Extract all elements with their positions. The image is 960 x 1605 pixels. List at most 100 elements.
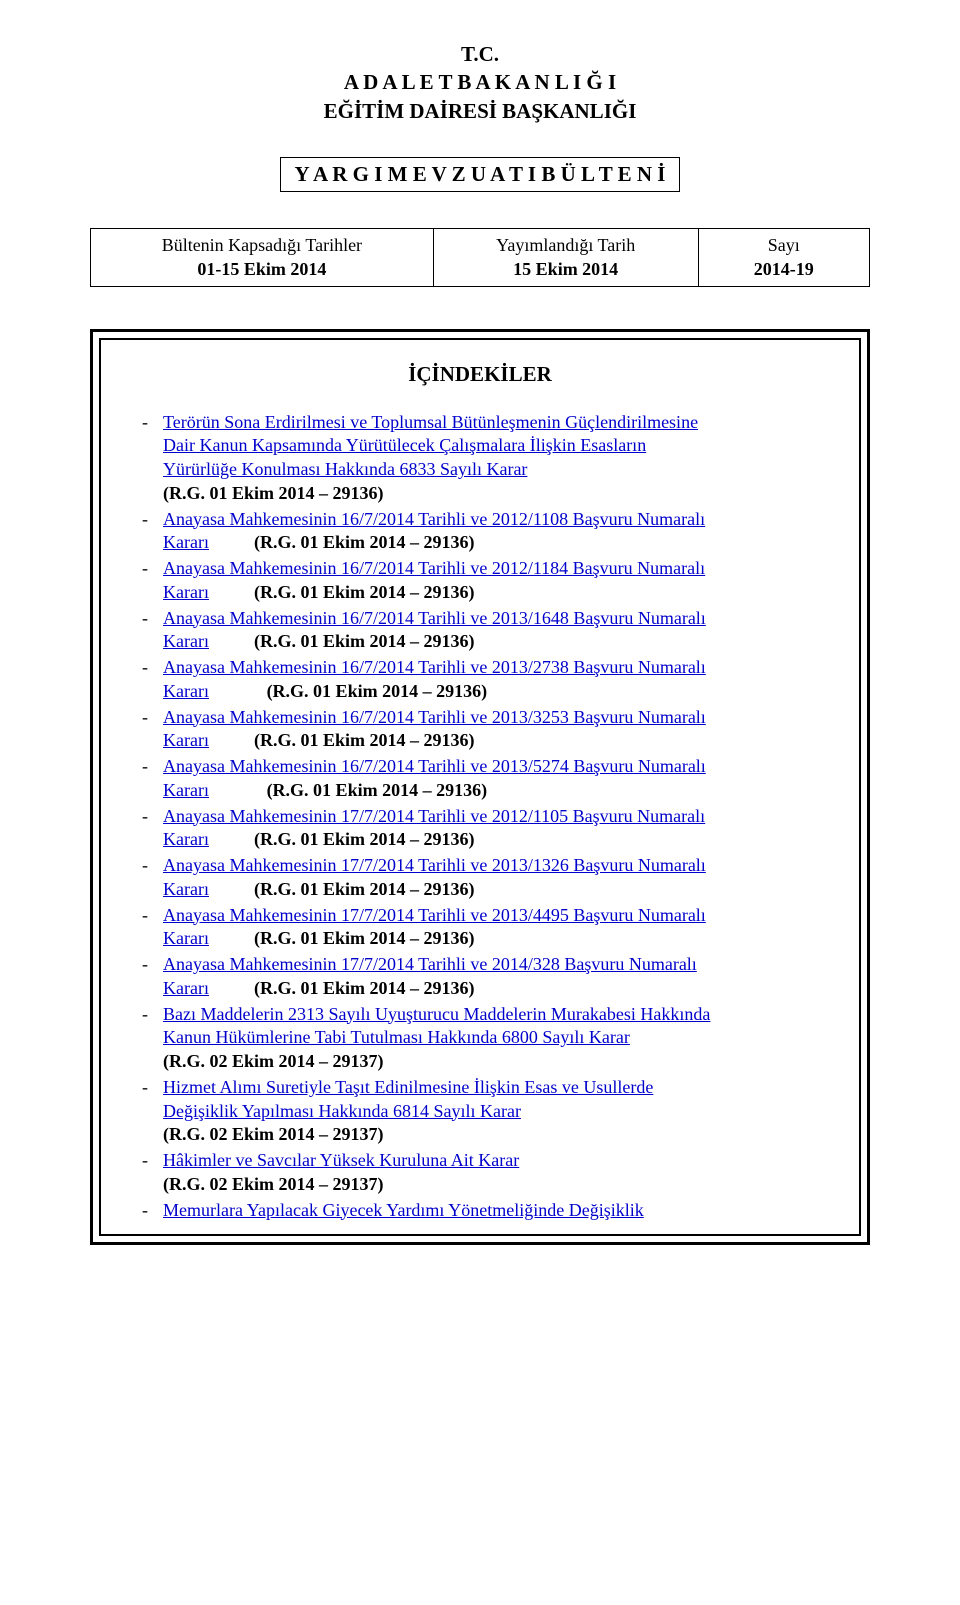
dash: - — [127, 805, 163, 829]
reference: (R.G. 01 Ekim 2014 – 29136) — [254, 879, 475, 899]
reference: (R.G. 01 Ekim 2014 – 29136) — [254, 582, 475, 602]
toc-item: -Anayasa Mahkemesinin 16/7/2014 Tarihli … — [127, 508, 833, 556]
dash: - — [127, 706, 163, 730]
cell-text: 01-15 Ekim 2014 — [197, 259, 326, 279]
info-table: Bültenin Kapsadığı Tarihler 01-15 Ekim 2… — [90, 228, 870, 287]
reference: (R.G. 02 Ekim 2014 – 29137) — [163, 1124, 384, 1144]
toc-item: -Anayasa Mahkemesinin 17/7/2014 Tarihli … — [127, 904, 833, 952]
toc-item: -Anayasa Mahkemesinin 16/7/2014 Tarihli … — [127, 755, 833, 803]
toc-link[interactable]: Anayasa Mahkemesinin 17/7/2014 Tarihli v… — [163, 905, 706, 925]
info-cell-coverage: Bültenin Kapsadığı Tarihler 01-15 Ekim 2… — [91, 229, 434, 287]
dash: - — [127, 411, 163, 435]
toc-entry: Anayasa Mahkemesinin 17/7/2014 Tarihli v… — [163, 854, 833, 902]
toc-link[interactable]: Değişiklik Yapılması Hakkında 6814 Sayıl… — [163, 1101, 521, 1121]
cell-text: Bültenin Kapsadığı Tarihler — [162, 235, 362, 255]
toc-link[interactable]: Kararı — [163, 879, 209, 899]
toc-link[interactable]: Kararı — [163, 978, 209, 998]
reference: (R.G. 02 Ekim 2014 – 29137) — [163, 1174, 384, 1194]
reference: (R.G. 01 Ekim 2014 – 29136) — [254, 928, 475, 948]
toc-link[interactable]: Dair Kanun Kapsamında Yürütülecek Çalışm… — [163, 435, 646, 455]
dash: - — [127, 953, 163, 977]
toc-link[interactable]: Kararı — [163, 780, 209, 800]
toc-link[interactable]: Anayasa Mahkemesinin 16/7/2014 Tarihli v… — [163, 558, 705, 578]
toc-link[interactable]: Kanun Hükümlerine Tabi Tutulması Hakkınd… — [163, 1027, 630, 1047]
toc-entry: Hâkimler ve Savcılar Yüksek Kuruluna Ait… — [163, 1149, 833, 1197]
toc-link[interactable]: Kararı — [163, 730, 209, 750]
dash: - — [127, 1199, 163, 1223]
header-line-3: EĞİTİM DAİRESİ BAŞKANLIĞI — [90, 97, 870, 125]
toc-entry: Anayasa Mahkemesinin 16/7/2014 Tarihli v… — [163, 706, 833, 754]
reference: (R.G. 01 Ekim 2014 – 29136) — [267, 681, 488, 701]
reference: (R.G. 01 Ekim 2014 – 29136) — [163, 483, 384, 503]
toc-link[interactable]: Anayasa Mahkemesinin 17/7/2014 Tarihli v… — [163, 954, 697, 974]
toc-link[interactable]: Hizmet Alımı Suretiyle Taşıt Edinilmesin… — [163, 1077, 653, 1097]
toc-link[interactable]: Anayasa Mahkemesinin 16/7/2014 Tarihli v… — [163, 608, 706, 628]
toc-link[interactable]: Anayasa Mahkemesinin 16/7/2014 Tarihli v… — [163, 756, 706, 776]
toc-entry: Bazı Maddelerin 2313 Sayılı Uyuşturucu M… — [163, 1003, 833, 1074]
cell-text: Yayımlandığı Tarih — [496, 235, 635, 255]
toc-entry: Anayasa Mahkemesinin 17/7/2014 Tarihli v… — [163, 953, 833, 1001]
toc-entry: Memurlara Yapılacak Giyecek Yardımı Yöne… — [163, 1199, 833, 1223]
toc-entry: Terörün Sona Erdirilmesi ve Toplumsal Bü… — [163, 411, 833, 506]
header-line-1: T.C. — [90, 40, 870, 68]
dash: - — [127, 656, 163, 680]
cell-text: Sayı — [768, 235, 800, 255]
toc-item: -Anayasa Mahkemesinin 17/7/2014 Tarihli … — [127, 953, 833, 1001]
reference: (R.G. 01 Ekim 2014 – 29136) — [254, 532, 475, 552]
toc-link[interactable]: Kararı — [163, 829, 209, 849]
toc-link[interactable]: Kararı — [163, 631, 209, 651]
toc-item: -Memurlara Yapılacak Giyecek Yardımı Yön… — [127, 1199, 833, 1223]
toc-entry: Anayasa Mahkemesinin 16/7/2014 Tarihli v… — [163, 755, 833, 803]
title-row: Y A R G I M E V Z U A T I B Ü L T E N İ — [90, 157, 870, 210]
toc-item: -Anayasa Mahkemesinin 17/7/2014 Tarihli … — [127, 854, 833, 902]
toc-link[interactable]: Kararı — [163, 582, 209, 602]
contents-outer-box: İÇİNDEKİLER -Terörün Sona Erdirilmesi ve… — [90, 329, 870, 1246]
toc-link[interactable]: Memurlara Yapılacak Giyecek Yardımı Yöne… — [163, 1200, 644, 1220]
toc-item: -Anayasa Mahkemesinin 16/7/2014 Tarihli … — [127, 656, 833, 704]
toc-link[interactable]: Anayasa Mahkemesinin 16/7/2014 Tarihli v… — [163, 509, 705, 529]
toc-link[interactable]: Terörün Sona Erdirilmesi ve Toplumsal Bü… — [163, 412, 698, 432]
reference: (R.G. 01 Ekim 2014 – 29136) — [254, 978, 475, 998]
toc-entry: Anayasa Mahkemesinin 16/7/2014 Tarihli v… — [163, 508, 833, 556]
contents-inner-box: İÇİNDEKİLER -Terörün Sona Erdirilmesi ve… — [99, 338, 861, 1237]
header-line-2: A D A L E T B A K A N L I Ğ I — [90, 68, 870, 96]
toc-item: -Anayasa Mahkemesinin 17/7/2014 Tarihli … — [127, 805, 833, 853]
reference: (R.G. 01 Ekim 2014 – 29136) — [254, 631, 475, 651]
reference: (R.G. 01 Ekim 2014 – 29136) — [254, 730, 475, 750]
toc-link[interactable]: Kararı — [163, 681, 209, 701]
toc-link[interactable]: Kararı — [163, 532, 209, 552]
dash: - — [127, 557, 163, 581]
toc-item: -Hâkimler ve Savcılar Yüksek Kuruluna Ai… — [127, 1149, 833, 1197]
toc-item: -Anayasa Mahkemesinin 16/7/2014 Tarihli … — [127, 706, 833, 754]
toc-entry: Anayasa Mahkemesinin 17/7/2014 Tarihli v… — [163, 904, 833, 952]
toc-link[interactable]: Anayasa Mahkemesinin 16/7/2014 Tarihli v… — [163, 707, 706, 727]
info-cell-pubdate: Yayımlandığı Tarih 15 Ekim 2014 — [433, 229, 698, 287]
toc-entry: Anayasa Mahkemesinin 16/7/2014 Tarihli v… — [163, 656, 833, 704]
dash: - — [127, 854, 163, 878]
toc-link[interactable]: Anayasa Mahkemesinin 17/7/2014 Tarihli v… — [163, 855, 706, 875]
toc-link[interactable]: Anayasa Mahkemesinin 17/7/2014 Tarihli v… — [163, 806, 705, 826]
dash: - — [127, 755, 163, 779]
toc-link[interactable]: Hâkimler ve Savcılar Yüksek Kuruluna Ait… — [163, 1150, 519, 1170]
toc-link[interactable]: Yürürlüğe Konulması Hakkında 6833 Sayılı… — [163, 459, 527, 479]
toc-link[interactable]: Bazı Maddelerin 2313 Sayılı Uyuşturucu M… — [163, 1004, 710, 1024]
dash: - — [127, 508, 163, 532]
header-block: T.C. A D A L E T B A K A N L I Ğ I EĞİTİ… — [90, 40, 870, 125]
contents-title: İÇİNDEKİLER — [127, 362, 833, 387]
toc-entry: Anayasa Mahkemesinin 16/7/2014 Tarihli v… — [163, 607, 833, 655]
page: T.C. A D A L E T B A K A N L I Ğ I EĞİTİ… — [0, 0, 960, 1605]
toc-item: -Bazı Maddelerin 2313 Sayılı Uyuşturucu … — [127, 1003, 833, 1074]
toc-item: -Anayasa Mahkemesinin 16/7/2014 Tarihli … — [127, 557, 833, 605]
toc-item: -Hizmet Alımı Suretiyle Taşıt Edinilmesi… — [127, 1076, 833, 1147]
toc-link[interactable]: Anayasa Mahkemesinin 16/7/2014 Tarihli v… — [163, 657, 706, 677]
toc-entry: Anayasa Mahkemesinin 16/7/2014 Tarihli v… — [163, 557, 833, 605]
toc-link[interactable]: Kararı — [163, 928, 209, 948]
toc-entry: Hizmet Alımı Suretiyle Taşıt Edinilmesin… — [163, 1076, 833, 1147]
toc-entry: Anayasa Mahkemesinin 17/7/2014 Tarihli v… — [163, 805, 833, 853]
dash: - — [127, 1149, 163, 1173]
reference: (R.G. 01 Ekim 2014 – 29136) — [267, 780, 488, 800]
reference: (R.G. 02 Ekim 2014 – 29137) — [163, 1051, 384, 1071]
toc-item: -Terörün Sona Erdirilmesi ve Toplumsal B… — [127, 411, 833, 506]
dash: - — [127, 904, 163, 928]
dash: - — [127, 1076, 163, 1100]
